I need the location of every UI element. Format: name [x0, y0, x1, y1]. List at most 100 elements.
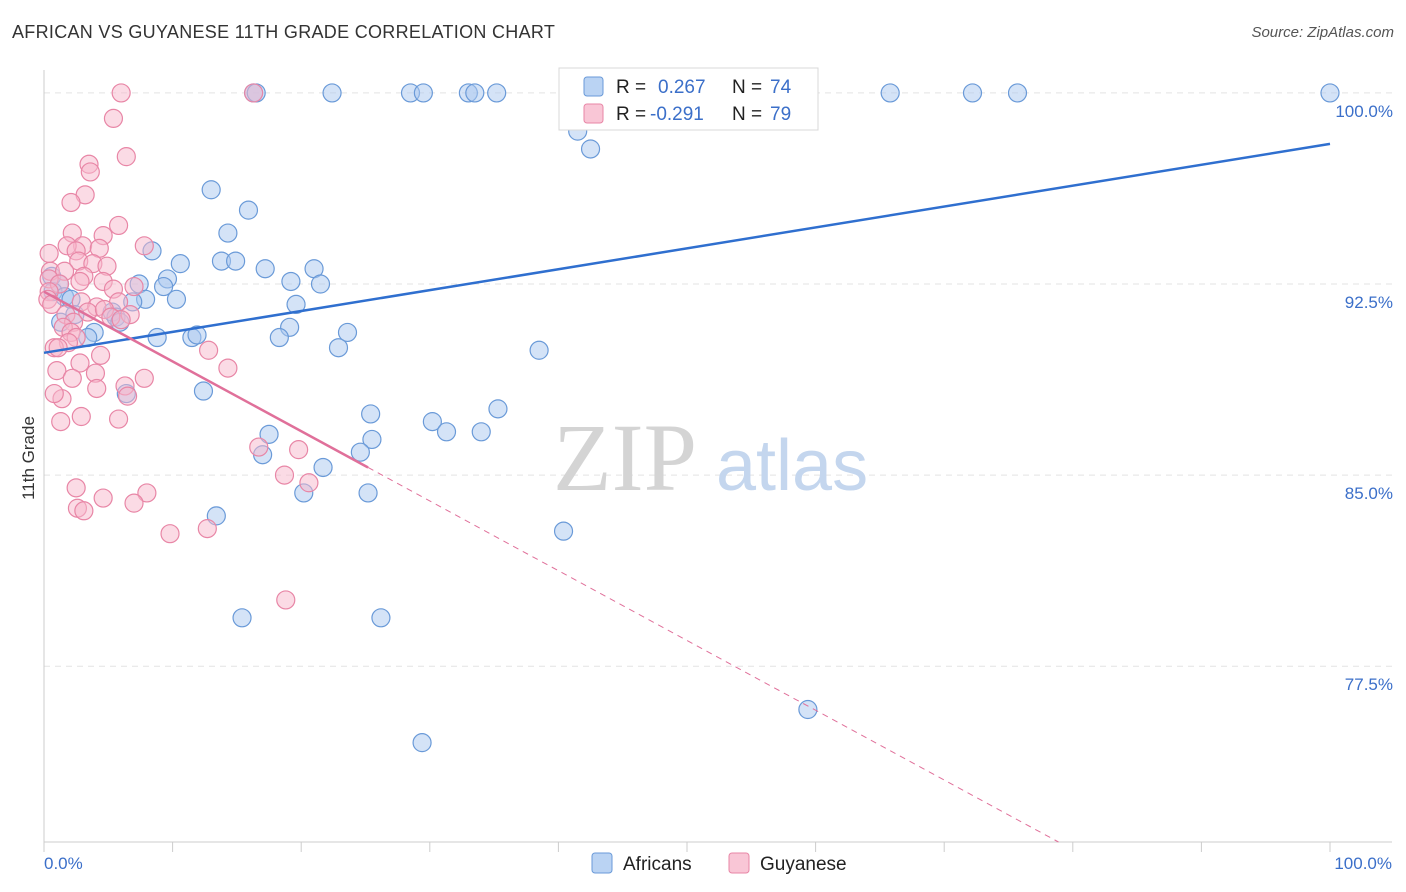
guyanese-point	[108, 215, 129, 236]
african-point	[436, 422, 457, 442]
african-point	[170, 254, 190, 274]
guyanese-point	[124, 276, 144, 297]
grid-lines	[44, 92, 1392, 667]
african-point	[580, 139, 601, 159]
african-point	[226, 251, 246, 271]
african-trend-line	[43, 142, 1331, 355]
bottom-legend-swatch-guyanese	[728, 852, 750, 874]
guyanese-point	[108, 409, 129, 429]
african-point	[281, 271, 301, 292]
african-point	[529, 340, 549, 360]
african-point	[465, 83, 485, 103]
guyanese-point	[299, 473, 319, 493]
african-point	[187, 325, 207, 345]
african-point	[880, 83, 900, 103]
chart-title: AFRICAN VS GUYANESE 11TH GRADE CORRELATI…	[12, 22, 556, 42]
african-point	[193, 381, 214, 401]
guyanese-point	[74, 501, 94, 521]
guyanese-point	[116, 147, 136, 167]
guyanese-point	[197, 519, 217, 539]
african-point	[1007, 83, 1028, 103]
guyanese-point	[47, 361, 67, 381]
guyanese-point	[244, 83, 264, 103]
african-point	[238, 200, 259, 220]
african-point	[471, 422, 491, 442]
trend-lines	[43, 142, 1331, 843]
african-point	[798, 699, 818, 720]
source-label: Source: ZipAtlas.com	[1251, 24, 1394, 41]
legend-n-value-africans: 74	[770, 77, 792, 98]
legend-swatch-guyanese	[583, 103, 604, 124]
guyanese-point	[199, 340, 219, 360]
african-point	[255, 259, 275, 279]
legend-box: R = 0.267 N = 74 R = -0.291 N = 79	[558, 67, 819, 131]
y-tick-label: 92.5%	[1345, 293, 1393, 312]
african-point	[310, 274, 331, 294]
legend-n-label-guyanese: N =	[732, 104, 762, 125]
african-point	[166, 289, 187, 309]
african-point	[1320, 83, 1340, 103]
watermark: ZIP atlas	[553, 404, 868, 511]
guyanese-point	[124, 493, 144, 513]
guyanese-point	[160, 524, 180, 544]
guyanese-point	[48, 338, 68, 358]
african-point	[269, 327, 289, 348]
african-point	[488, 399, 508, 419]
guyanese-point	[66, 478, 86, 498]
y-tick-label: 100.0%	[1335, 102, 1393, 121]
african-point	[412, 733, 432, 753]
guyanese-point	[249, 437, 269, 457]
legend-r-value-africans: 0.267	[658, 77, 706, 98]
african-point	[147, 327, 167, 348]
bottom-legend-guyanese: Guyanese	[760, 854, 847, 875]
guyanese-point	[90, 345, 111, 365]
legend-r-value-guyanese: -0.291	[650, 104, 704, 125]
african-point	[218, 223, 238, 243]
axes	[43, 70, 1392, 852]
african-point	[413, 83, 433, 103]
watermark-atlas: atlas	[716, 426, 868, 506]
african-point	[286, 294, 306, 315]
guyanese-point	[111, 310, 131, 330]
guyanese-trend-extrapolation	[367, 467, 1059, 843]
legend-n-value-guyanese: 79	[770, 104, 791, 125]
guyanese-point	[289, 440, 309, 460]
watermark-zip: ZIP	[553, 404, 697, 511]
african-point	[259, 424, 279, 444]
african-point	[362, 429, 382, 450]
african-point	[313, 457, 333, 478]
guyanese-point	[70, 353, 90, 373]
guyanese-point	[274, 465, 295, 485]
guyanese-point	[111, 83, 131, 103]
guyanese-trend-line	[43, 290, 369, 469]
guyanese-point	[80, 162, 100, 182]
african-point	[962, 83, 983, 103]
african-point	[337, 322, 358, 343]
guyanese-point	[62, 368, 82, 388]
guyanese-point	[276, 590, 296, 610]
y-tick-labels: 77.5% 85.0% 92.5% 100.0%	[1335, 102, 1393, 694]
legend-r-label-africans: R =	[616, 77, 646, 98]
guyanese-point	[61, 192, 81, 213]
legend-swatch-africans	[583, 76, 604, 97]
guyanese-point	[44, 383, 64, 404]
african-point	[487, 83, 507, 103]
bottom-legend: Africans Guyanese	[591, 852, 847, 875]
african-point	[553, 521, 574, 541]
guyanese-point	[103, 108, 124, 129]
legend-r-label-guyanese: R =	[616, 104, 646, 125]
bottom-legend-swatch-africans	[591, 852, 613, 874]
african-point	[350, 442, 370, 462]
y-tick-label: 85.0%	[1345, 484, 1393, 503]
x-tick-label-max: 100.0%	[1334, 854, 1392, 873]
y-tick-label: 77.5%	[1345, 675, 1393, 694]
african-point	[153, 276, 174, 297]
african-point	[322, 83, 342, 103]
x-tick-label-min: 0.0%	[44, 854, 83, 873]
african-point	[422, 412, 442, 432]
african-point	[232, 608, 252, 628]
guyanese-point	[87, 378, 107, 399]
bottom-legend-africans: Africans	[623, 854, 692, 875]
y-axis-title: 11th Grade	[19, 416, 38, 500]
